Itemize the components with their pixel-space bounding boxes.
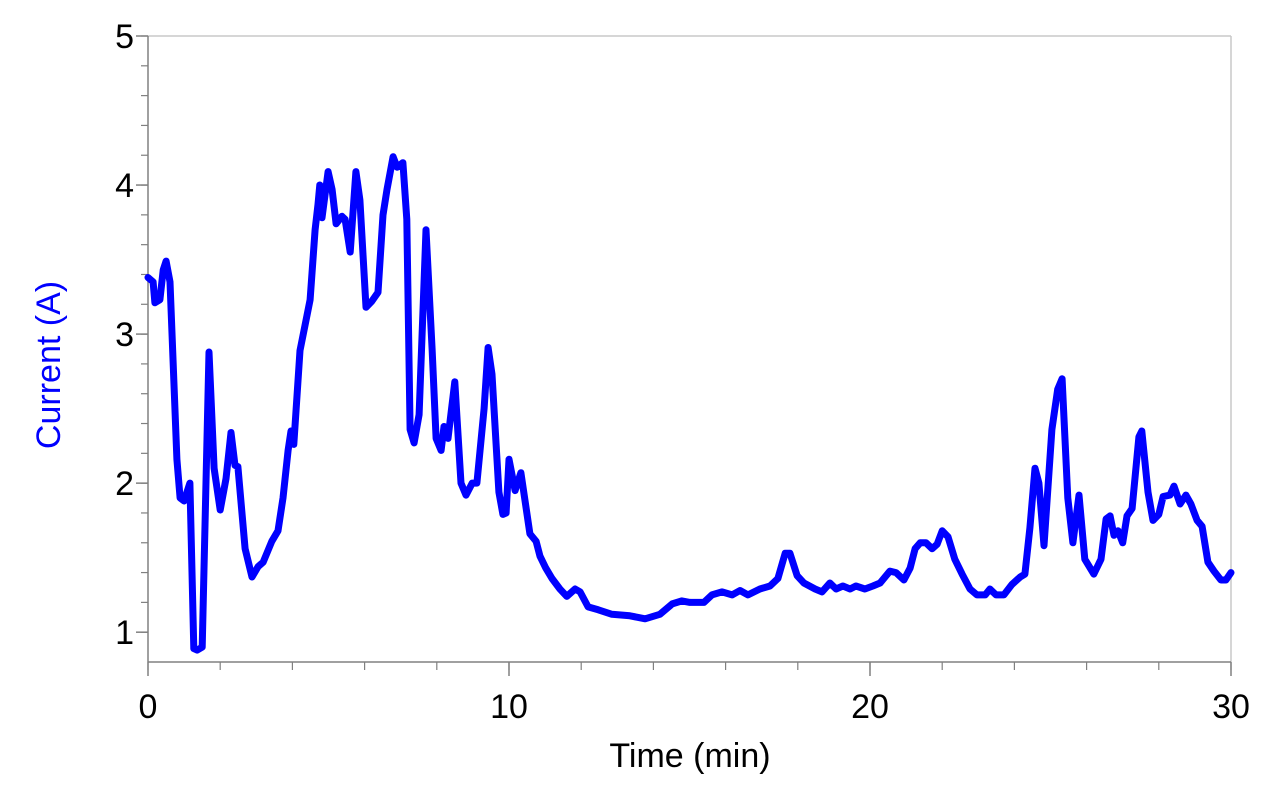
y-tick-label: 2 [115, 465, 134, 503]
series-layer [144, 153, 1235, 654]
axis-ticks: 1 2 3 4 5 0 10 20 30 [115, 18, 1250, 726]
x-tick-label: 0 [139, 688, 158, 726]
y-tick-label: 4 [115, 167, 134, 205]
x-tick-label: 10 [490, 688, 528, 726]
y-axis-title: Current (A) [30, 281, 68, 449]
x-tick-label: 20 [851, 688, 889, 726]
x-tick-label: 30 [1212, 688, 1250, 726]
plot-frame [147, 35, 1232, 663]
y-tick-label: 1 [115, 614, 134, 652]
x-axis-title: Time (min) [609, 737, 770, 775]
y-tick-label: 5 [115, 18, 134, 56]
y-tick-label: 3 [115, 316, 134, 354]
series-line-current [144, 153, 1235, 654]
